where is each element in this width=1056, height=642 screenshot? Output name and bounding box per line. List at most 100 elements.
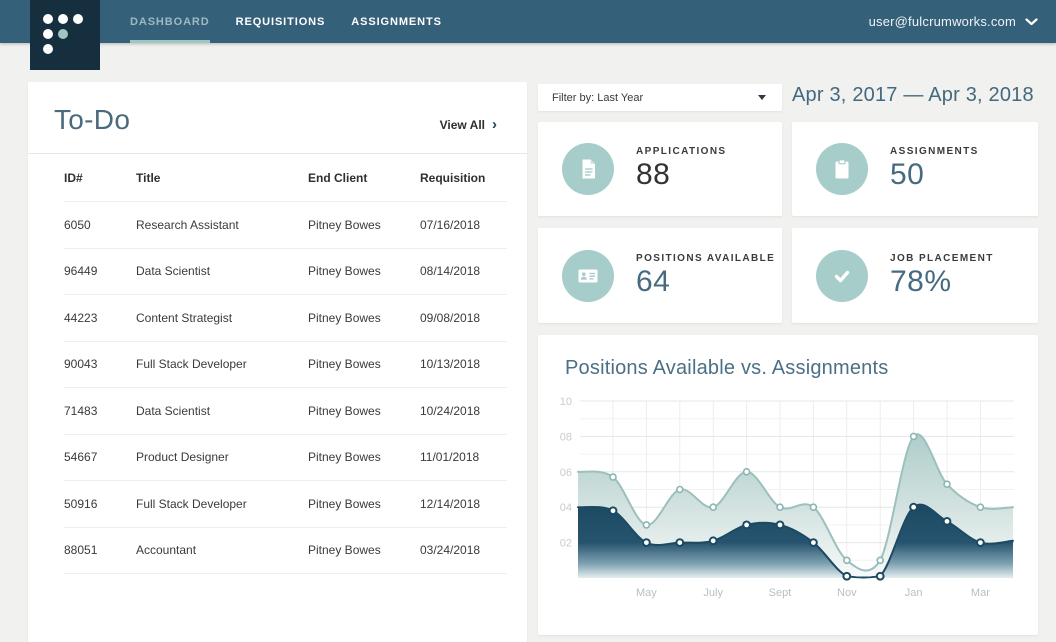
svg-text:July: July bbox=[703, 587, 723, 599]
date-range: Apr 3, 2017 — Apr 3, 2018 bbox=[792, 84, 1034, 106]
clipboard-icon bbox=[816, 143, 868, 195]
stat-label: JOB PLACEMENT bbox=[890, 252, 994, 264]
logo-dot-accent bbox=[58, 29, 68, 39]
nav-tabs: DASHBOARD REQUISITIONS ASSIGNMENTS bbox=[130, 0, 468, 43]
chart-point[interactable] bbox=[809, 503, 818, 511]
table-row[interactable]: 6050 Research Assistant Pitney Bowes 07/… bbox=[64, 202, 507, 249]
chart-point[interactable] bbox=[708, 536, 718, 546]
cell-requisition: 07/16/2018 bbox=[420, 217, 481, 232]
filter-label: Filter by: Last Year bbox=[552, 91, 644, 104]
view-all-link[interactable]: View All › bbox=[439, 117, 497, 136]
cell-id: 54667 bbox=[64, 450, 98, 465]
chart-point[interactable] bbox=[976, 538, 985, 548]
top-nav: DASHBOARD REQUISITIONS ASSIGNMENTS user@… bbox=[0, 0, 1056, 43]
svg-text:Nov: Nov bbox=[837, 587, 857, 599]
chart-point[interactable] bbox=[842, 556, 851, 565]
chart-point[interactable] bbox=[875, 571, 885, 581]
cell-end-client: Pitney Bowes bbox=[308, 357, 381, 372]
table-row[interactable]: 54667 Product Designer Pitney Bowes 11/0… bbox=[64, 435, 507, 481]
user-menu[interactable]: user@fulcrumworks.com bbox=[869, 0, 1038, 43]
chart-point[interactable] bbox=[675, 538, 685, 548]
table-row[interactable]: 71483 Data Scientist Pitney Bowes 10/24/… bbox=[64, 388, 507, 435]
cell-end-client: Pitney Bowes bbox=[308, 310, 381, 325]
chart-point[interactable] bbox=[842, 571, 852, 581]
stat-value: 88 bbox=[636, 158, 671, 191]
chart-point[interactable] bbox=[609, 473, 617, 481]
table-row[interactable]: 44223 Content Strategist Pitney Bowes 09… bbox=[64, 295, 507, 342]
chart-point[interactable] bbox=[976, 503, 985, 511]
caret-down-icon bbox=[758, 95, 766, 100]
x-axis-labels: May July Sept Nov Jan Mar bbox=[636, 587, 990, 599]
svg-text:04: 04 bbox=[560, 502, 572, 514]
cell-end-client: Pitney Bowes bbox=[308, 496, 381, 511]
table-header-row: ID# Title End Client Requisition bbox=[64, 154, 507, 202]
chart-point[interactable] bbox=[608, 506, 618, 516]
chart-point[interactable] bbox=[942, 516, 952, 526]
stat-value: 78% bbox=[890, 264, 952, 298]
cell-id: 96449 bbox=[64, 264, 98, 279]
column-header-end-client: End Client bbox=[308, 170, 368, 185]
chart-point[interactable] bbox=[809, 538, 818, 548]
cell-title: Product Designer bbox=[136, 450, 229, 465]
chart-point[interactable] bbox=[909, 502, 919, 512]
svg-text:10: 10 bbox=[560, 396, 572, 408]
chart-point[interactable] bbox=[709, 503, 717, 511]
chart-point[interactable] bbox=[775, 520, 785, 530]
cell-end-client: Pitney Bowes bbox=[308, 217, 381, 232]
filter-dropdown[interactable]: Filter by: Last Year bbox=[538, 84, 782, 111]
cell-requisition: 10/24/2018 bbox=[420, 403, 481, 418]
id-card-icon bbox=[562, 249, 614, 302]
chart-point[interactable] bbox=[642, 521, 651, 529]
cell-end-client: Pitney Bowes bbox=[308, 403, 381, 418]
logo-dot bbox=[43, 44, 53, 54]
svg-text:06: 06 bbox=[560, 467, 572, 479]
logo-dot bbox=[43, 14, 53, 24]
chart-point[interactable] bbox=[676, 485, 684, 494]
cell-requisition: 03/24/2018 bbox=[420, 543, 481, 558]
cell-id: 50916 bbox=[64, 496, 98, 511]
chart-point[interactable] bbox=[876, 556, 885, 565]
stat-card-job-placement: JOB PLACEMENT 78% bbox=[792, 228, 1038, 323]
series-line-positions bbox=[577, 433, 1014, 572]
chart-point[interactable] bbox=[742, 468, 751, 476]
y-axis-labels: 02 04 06 08 10 bbox=[560, 396, 572, 550]
chart-point[interactable] bbox=[943, 480, 951, 488]
chart-point[interactable] bbox=[776, 503, 784, 511]
table-body: 6050 Research Assistant Pitney Bowes 07/… bbox=[64, 202, 507, 574]
table-row[interactable]: 90043 Full Stack Developer Pitney Bowes … bbox=[64, 342, 507, 388]
area-chart: 02 04 06 08 10 May July Sept Nov Jan Mar bbox=[538, 335, 1038, 635]
cell-id: 88051 bbox=[64, 543, 98, 558]
cell-title: Data Scientist bbox=[136, 403, 211, 418]
column-header-requisition: Requisition bbox=[420, 170, 486, 185]
column-header-title: Title bbox=[136, 170, 161, 185]
tab-requisitions[interactable]: REQUISITIONS bbox=[235, 15, 326, 28]
column-header-id: ID# bbox=[64, 170, 83, 185]
cell-id: 71483 bbox=[64, 403, 98, 418]
fulcrum-logo bbox=[30, 0, 100, 70]
svg-text:May: May bbox=[636, 587, 657, 599]
chart-point[interactable] bbox=[642, 538, 651, 548]
stat-card-assignments: ASSIGNMENTS 50 bbox=[792, 122, 1038, 216]
table-row[interactable]: 88051 Accountant Pitney Bowes 03/24/2018 bbox=[64, 528, 507, 574]
todo-table: ID# Title End Client Requisition 6050 Re… bbox=[28, 154, 527, 574]
stat-label: APPLICATIONS bbox=[636, 146, 727, 157]
cell-requisition: 09/08/2018 bbox=[420, 310, 481, 325]
chevron-down-icon bbox=[1025, 17, 1038, 25]
svg-text:Sept: Sept bbox=[769, 587, 792, 599]
chart-point[interactable] bbox=[742, 520, 752, 530]
cell-title: Accountant bbox=[136, 543, 197, 558]
chart-point[interactable] bbox=[909, 432, 918, 441]
cell-requisition: 12/14/2018 bbox=[420, 496, 481, 511]
chart-card: Positions Available vs. Assignments 02 04… bbox=[538, 335, 1038, 635]
table-row[interactable]: 50916 Full Stack Developer Pitney Bowes … bbox=[64, 481, 507, 528]
table-row[interactable]: 96449 Data Scientist Pitney Bowes 08/14/… bbox=[64, 249, 507, 295]
stat-card-positions-available: POSITIONS AVAILABLE 64 bbox=[538, 228, 782, 323]
tab-dashboard[interactable]: DASHBOARD bbox=[130, 0, 210, 43]
document-icon bbox=[562, 143, 614, 195]
view-all-label: View All bbox=[439, 118, 485, 132]
tab-assignments[interactable]: ASSIGNMENTS bbox=[351, 15, 442, 28]
todo-card: To-Do View All › ID# Title End Client Re… bbox=[28, 82, 527, 642]
svg-text:02: 02 bbox=[560, 538, 572, 550]
svg-text:Mar: Mar bbox=[971, 587, 990, 599]
logo-dot bbox=[58, 14, 68, 24]
